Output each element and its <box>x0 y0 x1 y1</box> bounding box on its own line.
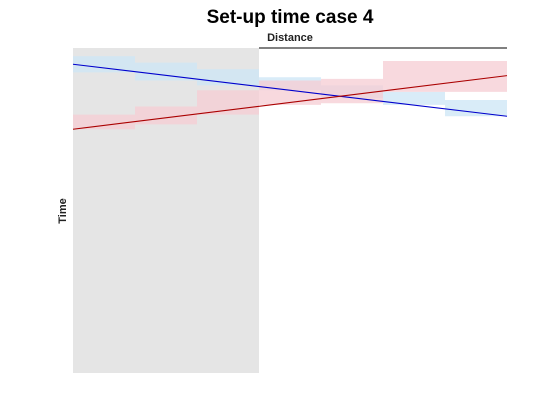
x-axis-label: Distance <box>267 32 313 44</box>
chart-title: Set-up time case 4 <box>207 7 374 28</box>
series-1-band-1 <box>73 56 135 73</box>
y-axis-label: Time <box>57 198 69 223</box>
series-2-band-1 <box>73 114 135 130</box>
series-1-band-2 <box>135 62 197 81</box>
series-2-band-5 <box>321 78 383 104</box>
plot-area <box>72 48 508 373</box>
series-1-band-7 <box>445 100 507 117</box>
series-2-line <box>72 75 508 130</box>
series-2-band-3 <box>197 90 259 115</box>
series-1-line <box>72 63 508 117</box>
series-1-band-6 <box>383 91 445 105</box>
